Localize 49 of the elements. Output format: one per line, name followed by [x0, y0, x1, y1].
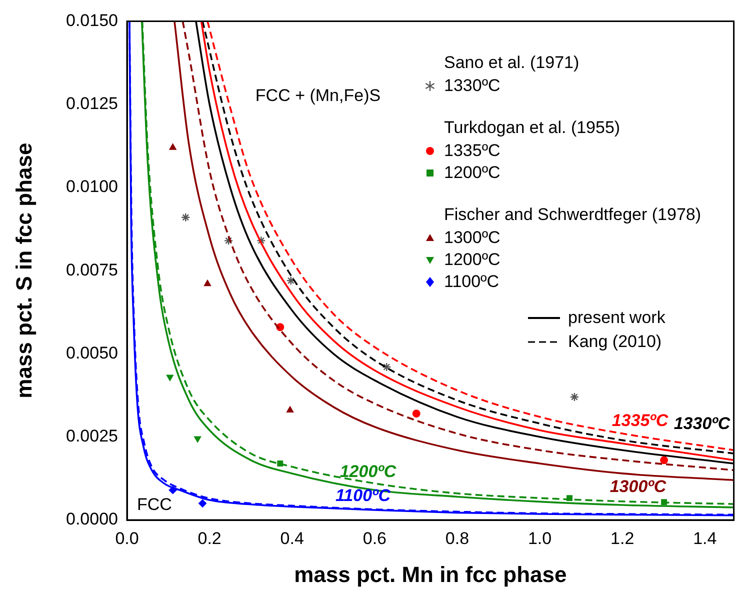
y-tick-label: 0.0050	[66, 343, 118, 362]
annotation: 1300ºC	[610, 476, 667, 496]
x-tick-label: 0.2	[198, 528, 222, 548]
legend-label: 1300ºC	[444, 227, 500, 249]
point	[198, 499, 207, 508]
point	[660, 456, 668, 464]
point	[382, 362, 392, 372]
point	[286, 406, 294, 413]
x-tick-label: 0.0	[115, 528, 139, 548]
point	[412, 410, 420, 418]
x-tick-label: 1.0	[528, 528, 552, 548]
point	[169, 144, 176, 150]
point	[194, 436, 202, 443]
annotation: FCC	[137, 494, 172, 514]
x-axis-title: mass pct. Mn in fcc phase	[294, 562, 567, 587]
x-tick-label: 1.4	[693, 528, 717, 548]
point	[204, 280, 212, 286]
annotation: Turkdogan et al. (1955)	[444, 117, 620, 139]
legend-label: 1330ºC	[444, 75, 500, 97]
legend-label: 1335ºC	[444, 140, 500, 162]
annotation: present work	[568, 307, 666, 329]
legend-label: 1200ºC	[444, 162, 500, 184]
annotation: 1200ºC	[340, 462, 397, 481]
annotation: Sano et al. (1971)	[444, 52, 580, 74]
x-tick-label: 0.4	[280, 528, 304, 548]
y-tick-label: 0.0075	[66, 260, 118, 280]
y-tick-label: 0.0125	[66, 94, 118, 114]
x-tick-label: 0.8	[445, 528, 470, 548]
y-tick-label: 0.0000	[66, 510, 118, 529]
annotation: 1100ºC	[335, 486, 392, 505]
legend-label: 1100ºC	[444, 271, 500, 293]
annotation: 1335ºC	[612, 410, 669, 430]
legend-label: 1200ºC	[444, 249, 500, 271]
point	[570, 392, 580, 402]
point	[166, 374, 174, 382]
point	[286, 276, 296, 286]
x-tick-label: 0.6	[362, 528, 386, 548]
y-tick-label: 0.0100	[66, 177, 118, 196]
point	[256, 236, 266, 246]
annotation: Kang (2010)	[568, 331, 662, 353]
point	[181, 212, 190, 222]
y-axis-title: mass pct. S in fcc phase	[11, 142, 36, 398]
annotation: FCC + (Mn,Fe)S	[255, 86, 381, 105]
x-tick-label: 1.2	[610, 528, 634, 548]
y-tick-label: 0.0150	[66, 10, 118, 30]
y-tick-label: 0.0025	[66, 426, 118, 446]
point	[224, 236, 234, 246]
annotation: 1330ºC	[674, 414, 731, 433]
annotation: Fischer and Schwerdtfeger (1978)	[444, 204, 702, 226]
